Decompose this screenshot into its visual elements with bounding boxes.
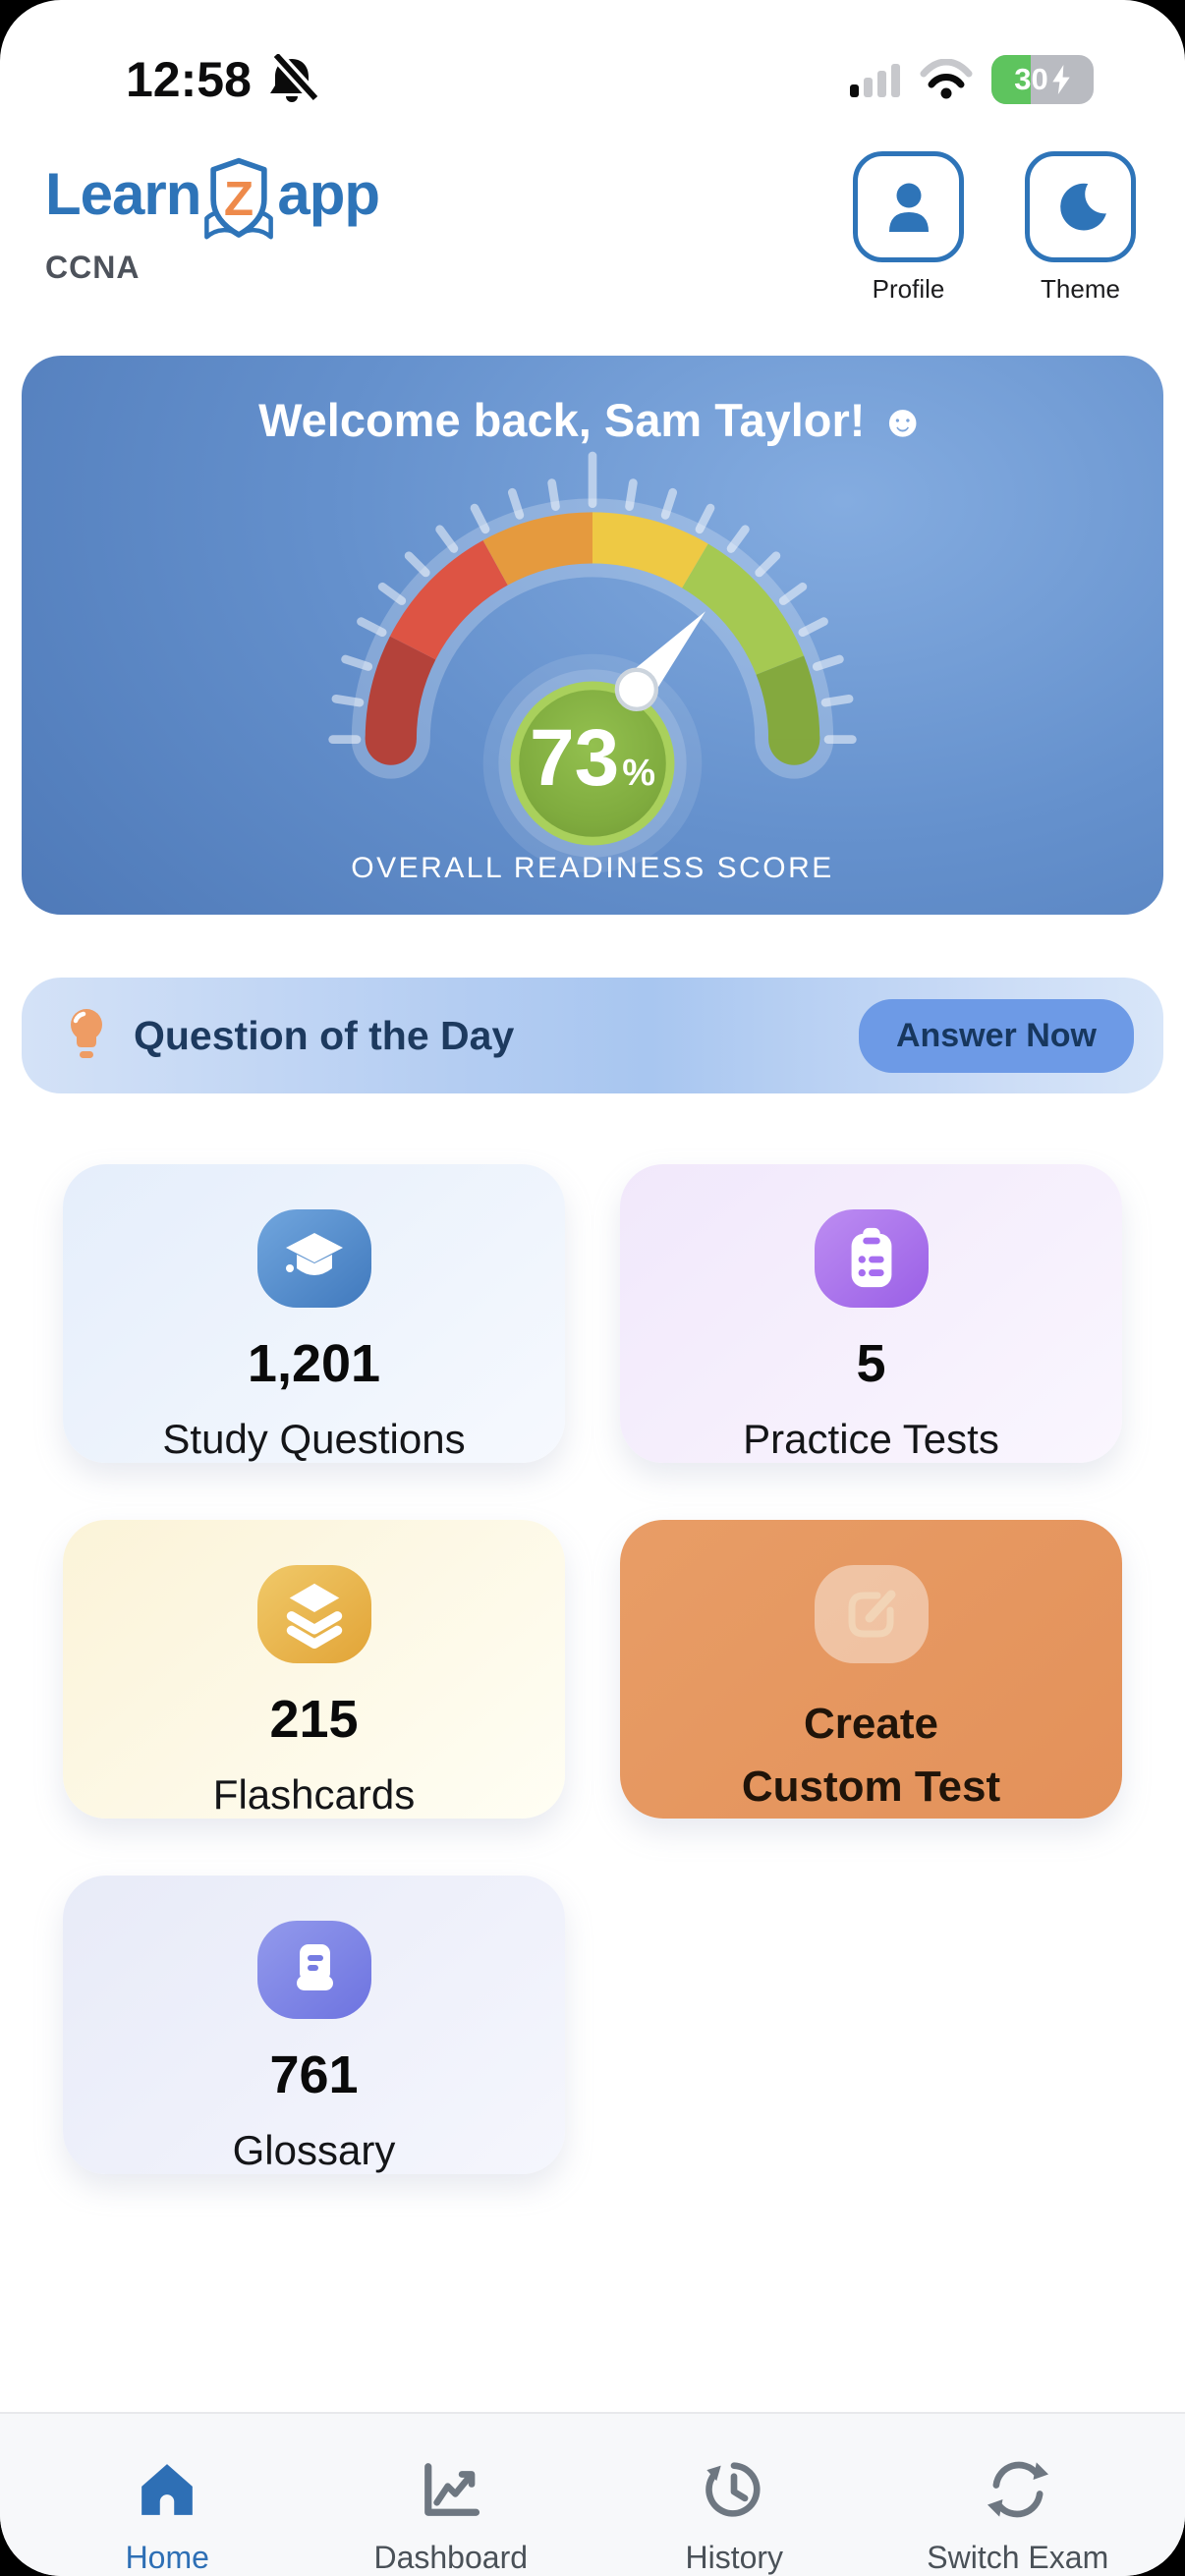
gauge-unit: %: [622, 753, 656, 794]
nav-item-history[interactable]: History: [592, 2459, 876, 2576]
practice-tests-card[interactable]: 5 Practice Tests: [620, 1164, 1122, 1463]
switch-arrows-icon: [987, 2461, 1048, 2518]
gauge-dome: [482, 653, 703, 873]
welcome-title: Welcome back, Sam Taylor! ☻: [22, 393, 1163, 447]
theme-label: Theme: [1041, 274, 1120, 304]
create-label-line1: Create: [804, 1700, 938, 1749]
profile-label: Profile: [872, 274, 945, 304]
charging-bolt-icon: [1052, 65, 1070, 94]
create-custom-test-card[interactable]: Create Custom Test: [620, 1520, 1122, 1819]
layers-icon: [256, 1565, 371, 1663]
theme-button[interactable]: [1025, 151, 1136, 262]
cellular-signal-icon: [850, 64, 900, 97]
gauge-needle: [614, 611, 706, 711]
exam-name: CCNA: [45, 250, 141, 285]
person-icon: [888, 183, 929, 232]
wifi-icon: [920, 59, 973, 99]
battery-icon: 30: [991, 55, 1094, 104]
status-bar: 12:58 30: [0, 0, 1185, 108]
lightbulb-icon: [71, 1009, 102, 1058]
graduation-cap-icon: [256, 1209, 371, 1308]
brand-block: Learn Z app CCNA: [45, 151, 380, 286]
welcome-banner: Welcome back, Sam Taylor! ☻: [22, 356, 1163, 915]
battery-indicator: 30: [991, 55, 1094, 104]
answer-now-button[interactable]: Answer Now: [858, 998, 1134, 1073]
practice-tests-count: 5: [856, 1334, 886, 1393]
glossary-count: 761: [269, 2045, 359, 2104]
status-icons: 30: [850, 55, 1094, 104]
flashcards-count: 215: [269, 1690, 359, 1749]
gauge-score: 73 %: [530, 718, 655, 799]
practice-tests-label: Practice Tests: [743, 1416, 999, 1462]
clipboard-list-icon: [814, 1209, 929, 1308]
study-questions-count: 1,201: [247, 1334, 381, 1393]
logo-text-app: app: [277, 160, 380, 227]
gauge-value: 73: [529, 713, 620, 803]
bottom-nav: Home Dashboard History: [0, 2412, 1185, 2576]
edit-icon: [814, 1565, 929, 1664]
create-label-line2: Custom Test: [741, 1763, 1001, 1812]
battery-fill: [991, 55, 1031, 104]
glossary-label: Glossary: [232, 2127, 396, 2173]
flashcards-card[interactable]: 215 Flashcards: [63, 1520, 565, 1819]
question-of-the-day-card[interactable]: Question of the Day Answer Now: [22, 978, 1163, 1093]
nav-history-label: History: [685, 2540, 784, 2575]
chart-line-icon: [423, 2463, 480, 2516]
flashcards-label: Flashcards: [212, 1771, 416, 1818]
nav-dashboard-label: Dashboard: [373, 2540, 529, 2575]
header-actions: Profile Theme: [853, 151, 1136, 305]
study-questions-label: Study Questions: [162, 1416, 466, 1462]
logo-z-letter: Z: [224, 172, 254, 226]
notifications-muted-icon: [269, 54, 318, 103]
logo-shield-icon: Z: [204, 157, 274, 240]
profile-action: Profile: [853, 151, 964, 305]
nav-item-home[interactable]: Home: [26, 2459, 310, 2576]
profile-button[interactable]: [853, 151, 964, 262]
gauge-chart: [328, 451, 857, 873]
content-spacer: [0, 2174, 1185, 2412]
create-custom-test-label: Create Custom Test: [742, 1693, 1000, 1819]
logo-text-learn: Learn: [45, 160, 201, 227]
history-clock-icon: [705, 2462, 761, 2517]
gauge-segments: [365, 512, 820, 765]
battery-percent: 30: [1014, 62, 1048, 96]
theme-action: Theme: [1025, 151, 1136, 305]
nav-item-switch-exam[interactable]: Switch Exam: [876, 2459, 1160, 2576]
smiley-icon: ☻: [878, 394, 927, 446]
app-header: Learn Z app CCNA Profile: [0, 151, 1185, 305]
gauge-caption: OVERALL READINESS SCORE: [351, 852, 834, 884]
book-icon: [256, 1921, 371, 2019]
nav-home-label: Home: [125, 2540, 209, 2575]
nav-item-dashboard[interactable]: Dashboard: [310, 2459, 593, 2576]
study-questions-card[interactable]: 1,201 Study Questions: [63, 1164, 565, 1463]
qotd-title: Question of the Day: [134, 1012, 515, 1058]
app-logo: Learn Z app: [45, 151, 380, 240]
welcome-title-text: Welcome back, Sam Taylor!: [258, 394, 866, 446]
clock: 12:58: [126, 52, 252, 107]
readiness-gauge: 73 %: [328, 449, 857, 873]
glossary-card[interactable]: 761 Glossary: [63, 1876, 565, 2174]
nav-switch-exam-label: Switch Exam: [927, 2540, 1109, 2575]
home-icon: [141, 2464, 194, 2515]
gauge-ticks: [328, 451, 857, 744]
stats-grid: 1,201 Study Questions 5 Practice Tests: [63, 1164, 1122, 2174]
moon-icon: [1059, 183, 1106, 230]
